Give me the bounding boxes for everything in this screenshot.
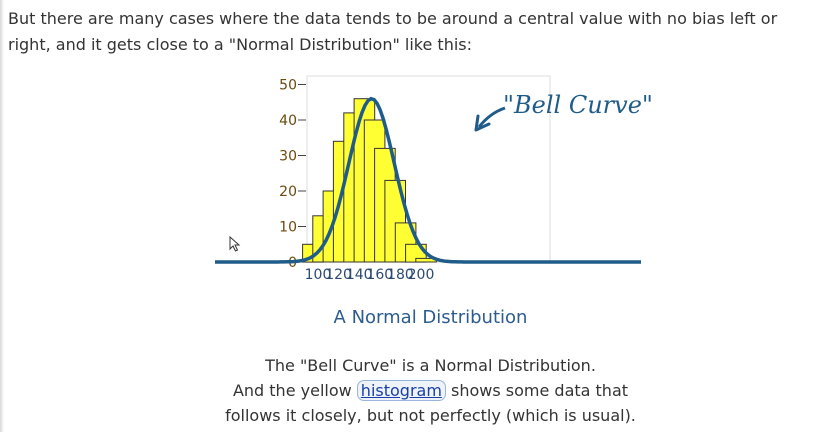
- bell-curve-line: [215, 96, 641, 264]
- description-text-after-link: shows some data that: [445, 381, 629, 400]
- mouse-pointer-icon: [229, 236, 241, 252]
- x-tick-label: 180: [387, 267, 414, 283]
- y-tick-label: 10: [279, 220, 297, 236]
- figure-description: The "Bell Curve" is a Normal Distributio…: [0, 353, 819, 428]
- y-tick-label: 40: [279, 113, 297, 129]
- page-left-edge: [0, 0, 4, 432]
- x-tick-label: 200: [408, 267, 435, 283]
- description-line-3: follows it closely, but not perfectly (w…: [225, 406, 636, 425]
- x-tick-label: 120: [325, 267, 352, 283]
- description-text-before-link: And the yellow: [232, 381, 357, 400]
- description-line-1: The "Bell Curve" is a Normal Distributio…: [265, 356, 596, 375]
- figure-caption: A Normal Distribution: [333, 307, 528, 328]
- intro-line-1: But there are many cases where the data …: [8, 9, 778, 28]
- x-tick-label: 160: [366, 267, 393, 283]
- intro-paragraph: But there are many cases where the data …: [8, 6, 819, 58]
- x-tick-label: 100: [305, 267, 332, 283]
- x-tick-label: 140: [346, 267, 373, 283]
- description-line-2: And the yellow histogram shows some data…: [0, 378, 819, 403]
- y-tick-label: 30: [279, 149, 297, 165]
- bell-curve-annotation: "Bell Curve": [503, 91, 653, 119]
- histogram-link[interactable]: histogram: [356, 380, 446, 401]
- y-tick-label: 50: [279, 78, 297, 94]
- bell-curve-arrow-icon: [474, 106, 506, 132]
- intro-line-2: right, and it gets close to a "Normal Di…: [8, 35, 473, 54]
- y-tick-label: 20: [279, 184, 297, 200]
